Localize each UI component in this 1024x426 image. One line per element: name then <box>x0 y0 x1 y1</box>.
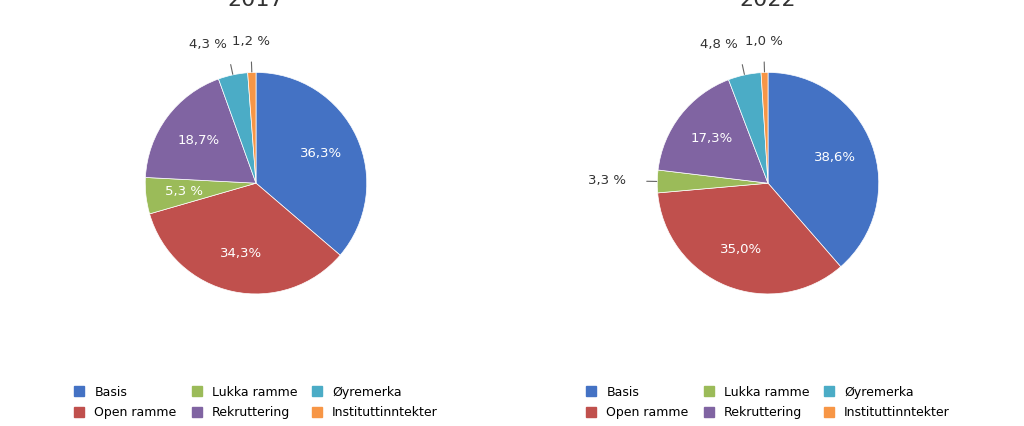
Wedge shape <box>728 73 768 183</box>
Wedge shape <box>218 73 256 183</box>
Text: 35,0%: 35,0% <box>720 243 762 256</box>
Wedge shape <box>150 183 340 294</box>
Title: 2017: 2017 <box>227 0 285 10</box>
Text: 36,3%: 36,3% <box>300 147 342 160</box>
Text: 4,8 %: 4,8 % <box>700 38 738 51</box>
Text: 1,2 %: 1,2 % <box>231 35 269 48</box>
Wedge shape <box>658 80 768 183</box>
Wedge shape <box>145 79 256 183</box>
Text: 3,3 %: 3,3 % <box>588 175 627 187</box>
Wedge shape <box>657 183 841 294</box>
Text: 34,3%: 34,3% <box>220 247 262 260</box>
Text: 18,7%: 18,7% <box>177 134 219 147</box>
Wedge shape <box>768 72 879 267</box>
Text: 4,3 %: 4,3 % <box>188 38 226 51</box>
Wedge shape <box>145 178 256 214</box>
Wedge shape <box>256 72 367 255</box>
Legend: Basis, Open ramme, Lukka ramme, Rekruttering, Øyremerka, Instituttinntekter: Basis, Open ramme, Lukka ramme, Rekrutte… <box>583 382 953 423</box>
Wedge shape <box>761 72 768 183</box>
Legend: Basis, Open ramme, Lukka ramme, Rekruttering, Øyremerka, Instituttinntekter: Basis, Open ramme, Lukka ramme, Rekrutte… <box>71 382 441 423</box>
Text: 1,0 %: 1,0 % <box>744 35 782 48</box>
Text: 38,6%: 38,6% <box>814 152 856 164</box>
Title: 2022: 2022 <box>739 0 797 10</box>
Wedge shape <box>248 72 256 183</box>
Wedge shape <box>657 170 768 193</box>
Text: 17,3%: 17,3% <box>690 132 732 145</box>
Text: 5,3 %: 5,3 % <box>166 185 204 198</box>
